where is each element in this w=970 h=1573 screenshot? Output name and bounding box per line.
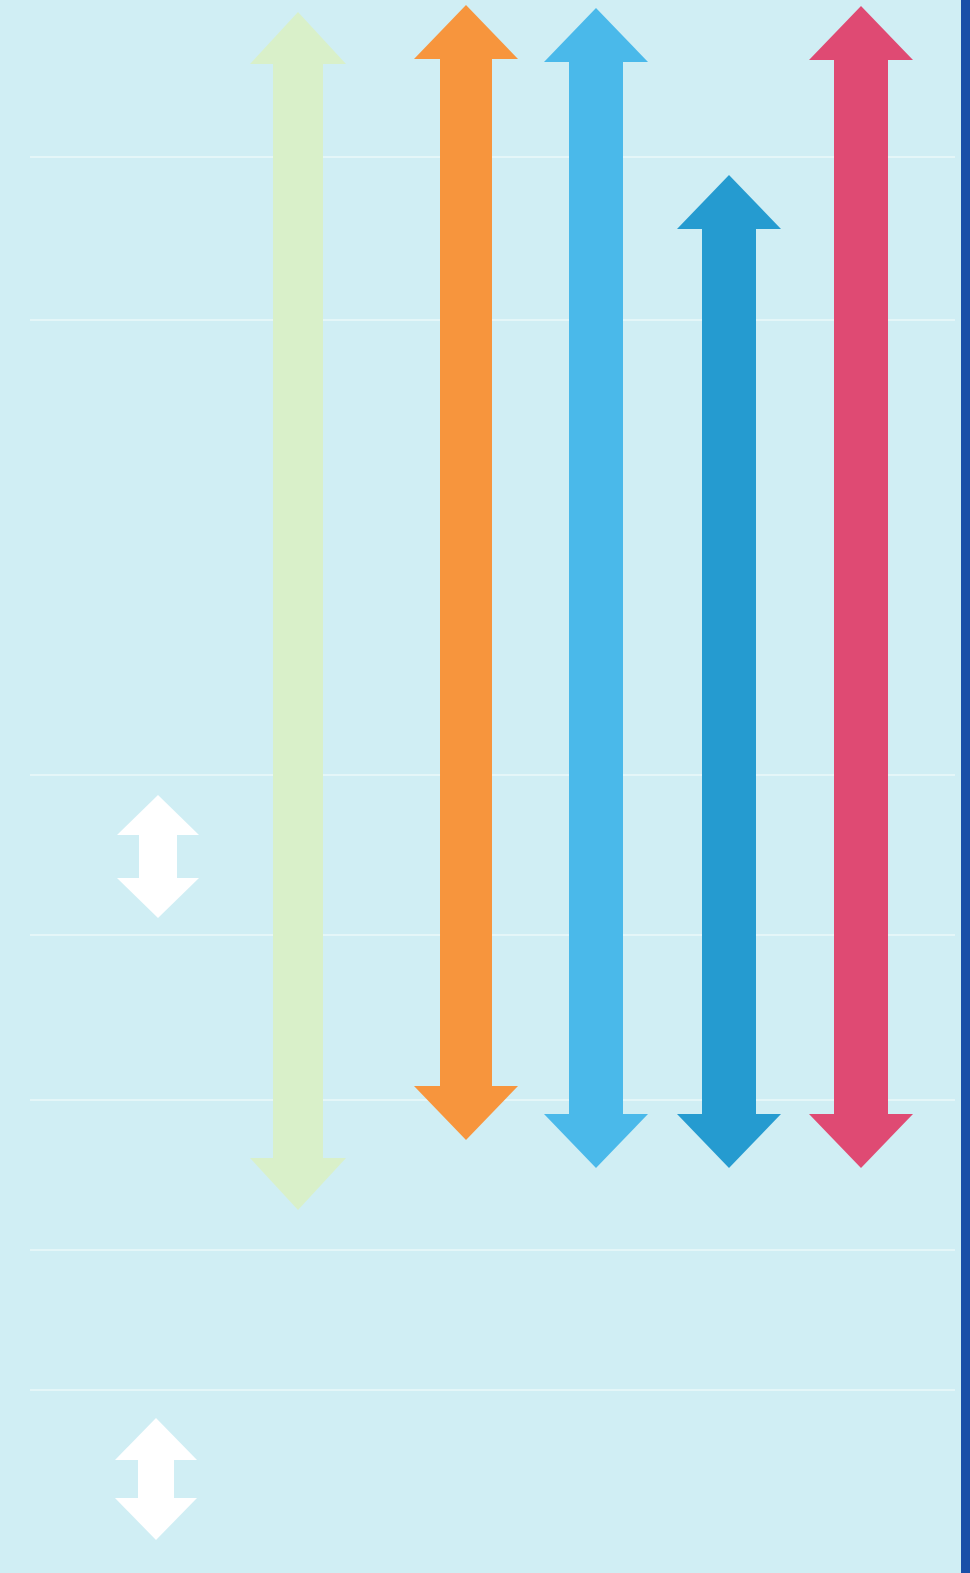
light-green-arrow <box>250 12 346 1210</box>
right-border <box>961 0 970 1573</box>
horizontal-rules <box>30 156 955 1391</box>
arrow-group <box>115 5 913 1540</box>
sky-blue-arrow <box>544 8 648 1168</box>
dark-blue-arrow <box>677 175 781 1168</box>
pink-arrow <box>809 6 913 1168</box>
orange-arrow <box>414 5 518 1140</box>
white-arrow-lower <box>115 1418 197 1540</box>
white-arrow-upper <box>117 795 199 918</box>
